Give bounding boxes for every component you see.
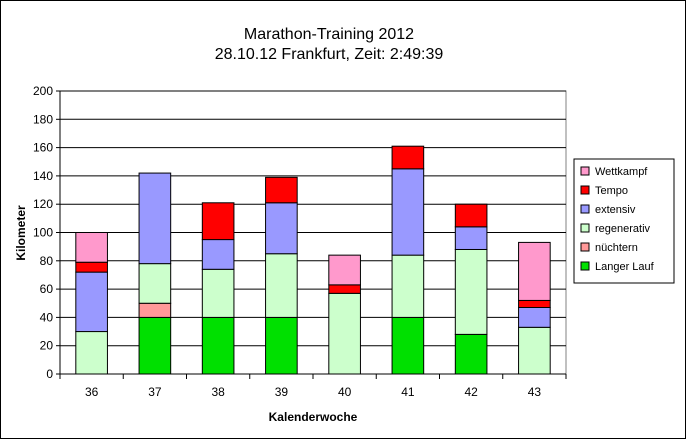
- bar-36-tempo: [75, 261, 108, 273]
- legend-swatch: [580, 204, 590, 214]
- legend-swatch: [580, 223, 590, 233]
- bar-37-langer-lauf: [138, 316, 172, 375]
- y-axis-label: Kilometer: [14, 205, 28, 261]
- bar-40-tempo: [328, 284, 361, 294]
- bar-41-extensiv: [391, 168, 425, 256]
- x-tick-label: 41: [401, 385, 415, 399]
- bar-42-regenerativ: [454, 248, 488, 335]
- y-tick-label: 60: [40, 282, 54, 296]
- bar-43-regenerativ: [518, 326, 551, 375]
- chart-subtitle: 28.10.12 Frankfurt, Zeit: 2:49:39: [215, 46, 444, 63]
- bar-42-tempo: [454, 203, 488, 228]
- bar-43-extensiv: [518, 306, 551, 328]
- legend-swatch: [580, 185, 590, 195]
- bar-38-tempo: [201, 202, 235, 241]
- x-tick-label: 42: [464, 385, 478, 399]
- y-tick-label: 100: [33, 226, 53, 240]
- bar-36-regenerativ: [75, 331, 108, 375]
- legend: Wettkampf Tempo extensiv regenerativ nüchter…: [573, 158, 675, 284]
- x-tick-label: 39: [275, 385, 289, 399]
- legend-label: Tempo: [595, 185, 628, 197]
- y-tick-label: 120: [33, 197, 53, 211]
- bar-41-langer-lauf: [391, 316, 425, 375]
- x-tick-label: 36: [85, 385, 99, 399]
- bar-41-regenerativ: [391, 254, 425, 318]
- bar-39-tempo: [265, 176, 298, 204]
- bar-42-extensiv: [454, 226, 488, 250]
- bar-42-langer-lauf: [454, 333, 488, 375]
- bar-38-extensiv: [201, 239, 235, 270]
- bar-39-langer-lauf: [265, 316, 298, 375]
- bars: [75, 145, 551, 375]
- bar-40-wettkampf: [328, 254, 361, 286]
- legend-swatch: [580, 242, 590, 252]
- x-axis-label: Kalenderwoche: [269, 410, 358, 424]
- y-tick-label: 0: [46, 367, 53, 381]
- bar-38-regenerativ: [201, 268, 235, 318]
- legend-label: regenerativ: [595, 223, 651, 235]
- legend-label: extensiv: [595, 204, 636, 216]
- x-tick-label: 37: [148, 385, 162, 399]
- bar-43-tempo: [518, 299, 551, 308]
- chart-title: Marathon-Training 2012: [244, 26, 414, 43]
- legend-swatch: [580, 166, 590, 176]
- bar-37-regenerativ: [138, 263, 172, 304]
- y-tick-label: 80: [40, 254, 54, 268]
- y-tick-label: 160: [33, 141, 53, 155]
- bar-43-wettkampf: [518, 241, 551, 301]
- bar-39-regenerativ: [265, 253, 298, 318]
- legend-label: Langer Lauf: [595, 261, 655, 273]
- x-tick-label: 38: [211, 385, 225, 399]
- legend-label: nüchtern: [595, 242, 638, 254]
- bar-38-langer-lauf: [201, 316, 235, 375]
- legend-box: [573, 158, 675, 284]
- legend-swatch: [580, 261, 590, 271]
- bar-37-n-chtern: [138, 302, 172, 318]
- bar-41-tempo: [391, 145, 425, 170]
- x-axis: 36 37 38 39 40 41 42 43: [59, 373, 567, 399]
- y-tick-label: 140: [33, 169, 53, 183]
- x-tick-label: 43: [528, 385, 542, 399]
- bar-36-extensiv: [75, 271, 108, 333]
- y-tick-label: 20: [40, 339, 54, 353]
- y-axis: 0 20 40 60 80 100 120 140 160 180 200: [33, 84, 61, 381]
- bar-39-extensiv: [265, 202, 298, 255]
- bar-37-extensiv: [138, 172, 172, 265]
- x-tick-label: 40: [338, 385, 352, 399]
- y-tick-label: 200: [33, 84, 53, 98]
- bar-36-wettkampf: [75, 232, 108, 263]
- y-tick-label: 40: [40, 310, 54, 324]
- bar-40-regenerativ: [328, 292, 361, 375]
- legend-label: Wettkampf: [595, 166, 648, 178]
- y-tick-label: 180: [33, 112, 53, 126]
